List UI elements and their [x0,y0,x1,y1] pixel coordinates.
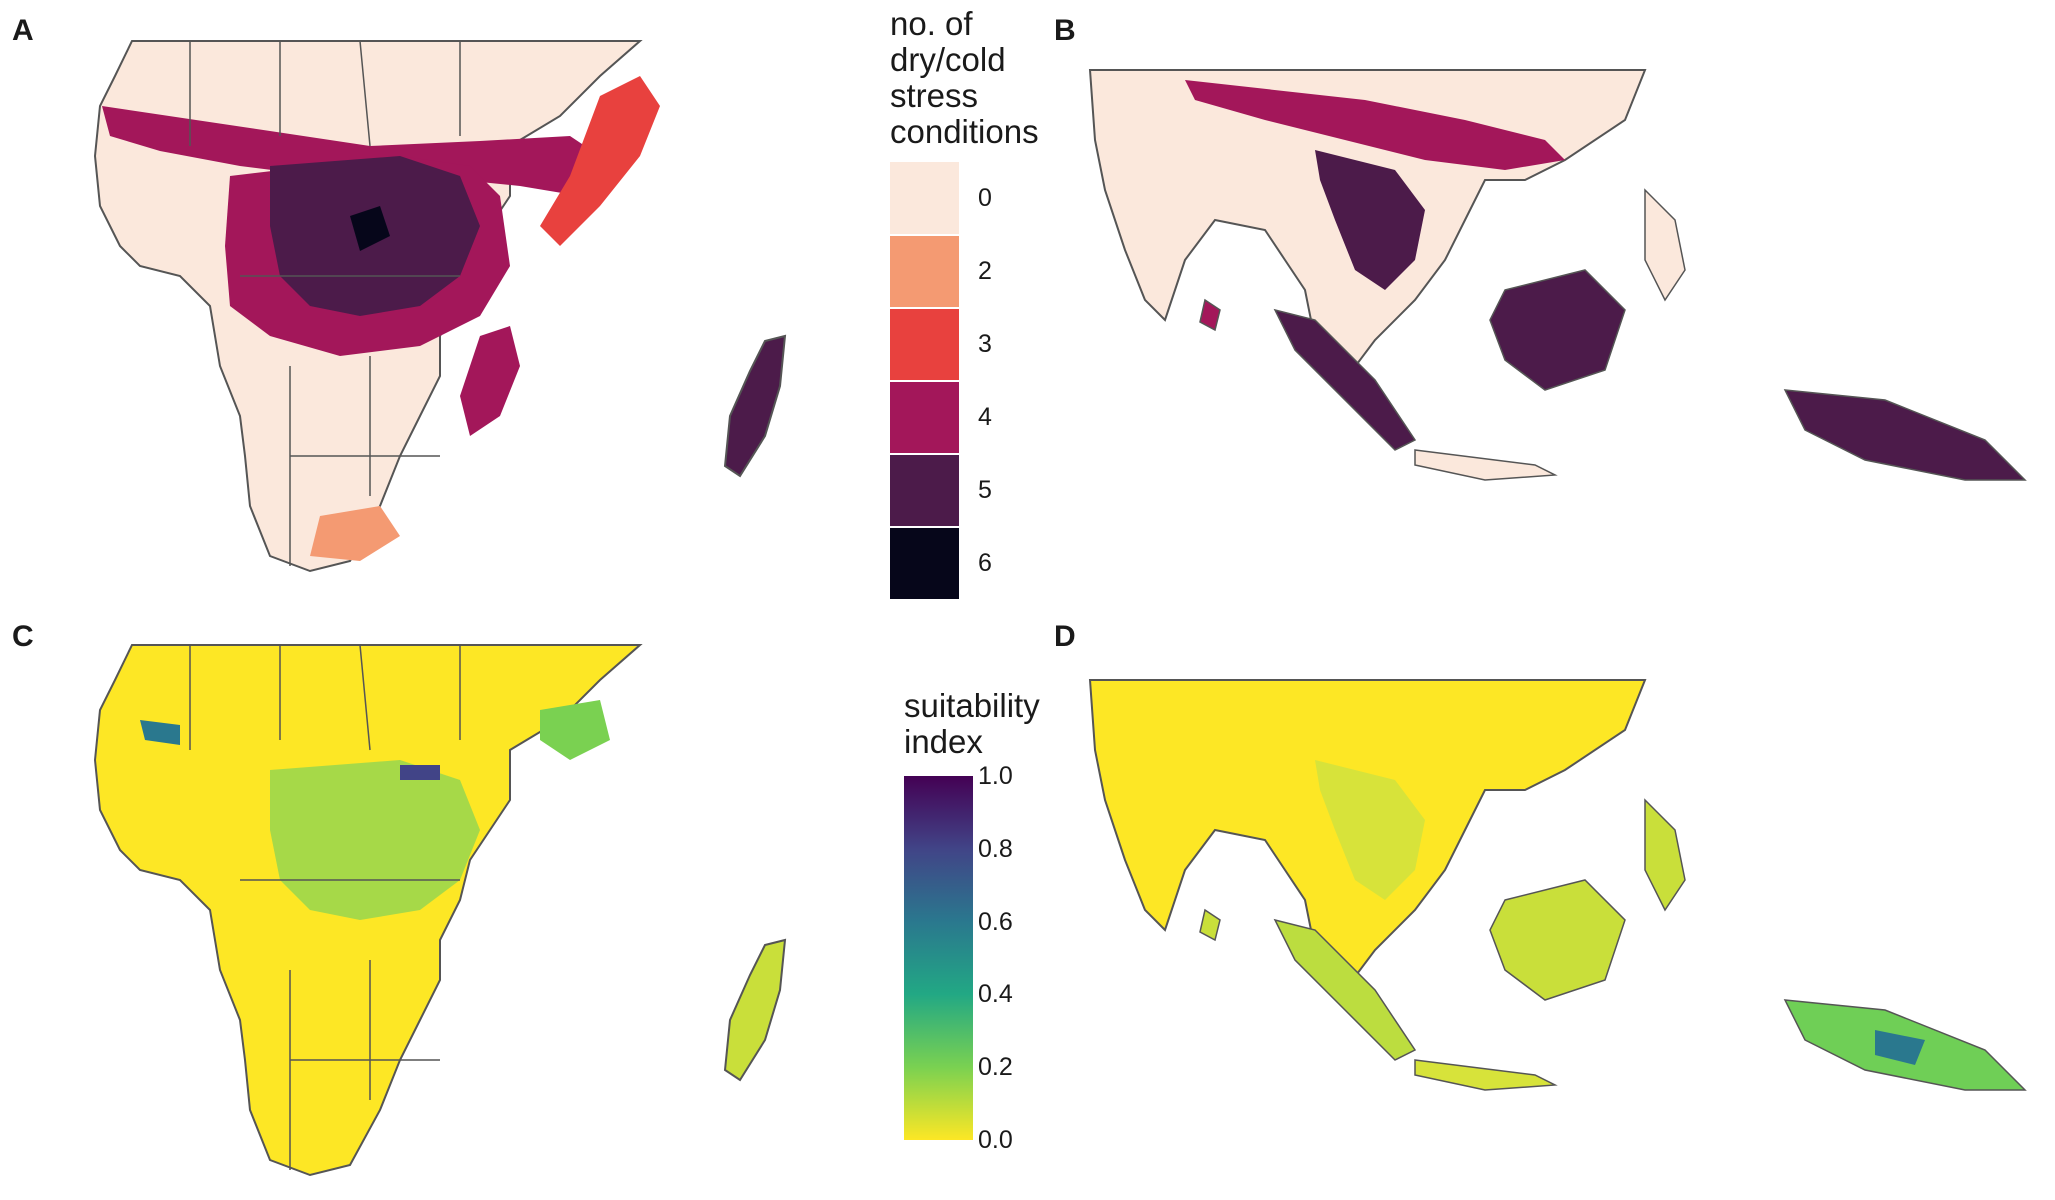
asia-stress-map [1088,69,2027,481]
madagascar [723,334,787,478]
colorbar-label-0.8: 0.8 [978,834,1013,863]
indochina-level-5 [1315,150,1425,290]
colorbar-tick-0.2 [973,1066,983,1069]
panel-label-b: B [1054,14,1076,47]
stress-swatch-5 [890,454,959,526]
colorbar-label-0.0: 0.0 [978,1126,1013,1154]
africa-suitability-map [93,644,787,1177]
java [1414,449,1558,481]
borneo [1489,879,1626,1001]
colorbar-label-1.0: 1.0 [978,762,1013,790]
country-borders [189,40,461,566]
mozambique-level-4 [460,326,520,436]
south-coast-level-2 [310,506,400,561]
indochina-zone [1315,760,1425,900]
philippines [1644,188,1686,302]
colorbar-label-0.6: 0.6 [978,907,1013,936]
stress-legend-title: no. of dry/cold stress conditions [890,5,1039,150]
colorbar-tick-1.0 [973,775,983,777]
suitability-legend-title: suitability index [904,687,1040,760]
colorbar-tick-0.0 [973,1139,983,1141]
panel-label-c: C [12,620,34,653]
colorbar-tick-0.6 [973,920,983,923]
ethiopia-suitability-zone [540,700,610,760]
madagascar [723,938,787,1082]
sri-lanka [1199,908,1221,942]
west-africa-hotspot [140,720,180,745]
stress-swatch-0 [890,162,959,234]
east-africa-level-3 [540,76,660,246]
country-borders [189,644,461,1170]
colorbar-label-0.2: 0.2 [978,1053,1013,1082]
himalaya-level-4 [1185,80,1565,170]
africa-stress-map [93,40,787,573]
stress-level-label-0: 0 [978,184,992,212]
colorbar-tick-0.8 [973,847,983,850]
stress-level-label-6: 6 [978,549,992,577]
new-guinea [1783,389,2027,481]
sumatra [1273,308,1417,451]
sri-lanka [1199,298,1221,332]
new-guinea-hotspot [1875,1030,1925,1065]
stress-swatch-4 [890,381,959,453]
java [1414,1059,1558,1091]
congo-level-6-patch [350,206,390,251]
philippines [1644,798,1686,912]
colorbar-tick-0.4 [973,993,983,996]
stress-swatch-6 [890,527,959,599]
stress-swatch-3 [890,308,959,380]
asia-suitability-map [1088,679,2027,1091]
sumatra [1273,918,1417,1061]
borneo [1489,269,1626,391]
stress-level-label-4: 4 [978,403,992,431]
stress-level-label-3: 3 [978,330,992,358]
colorbar-label-0.4: 0.4 [978,980,1013,1009]
stress-level-label-5: 5 [978,476,992,504]
stress-swatch-2 [890,235,959,307]
panel-label-a: A [12,14,34,47]
stress-level-label-2: 2 [978,257,992,285]
panel-label-d: D [1054,620,1076,653]
congo-hotspot [400,765,440,780]
suitability-colorbar [904,776,973,1140]
